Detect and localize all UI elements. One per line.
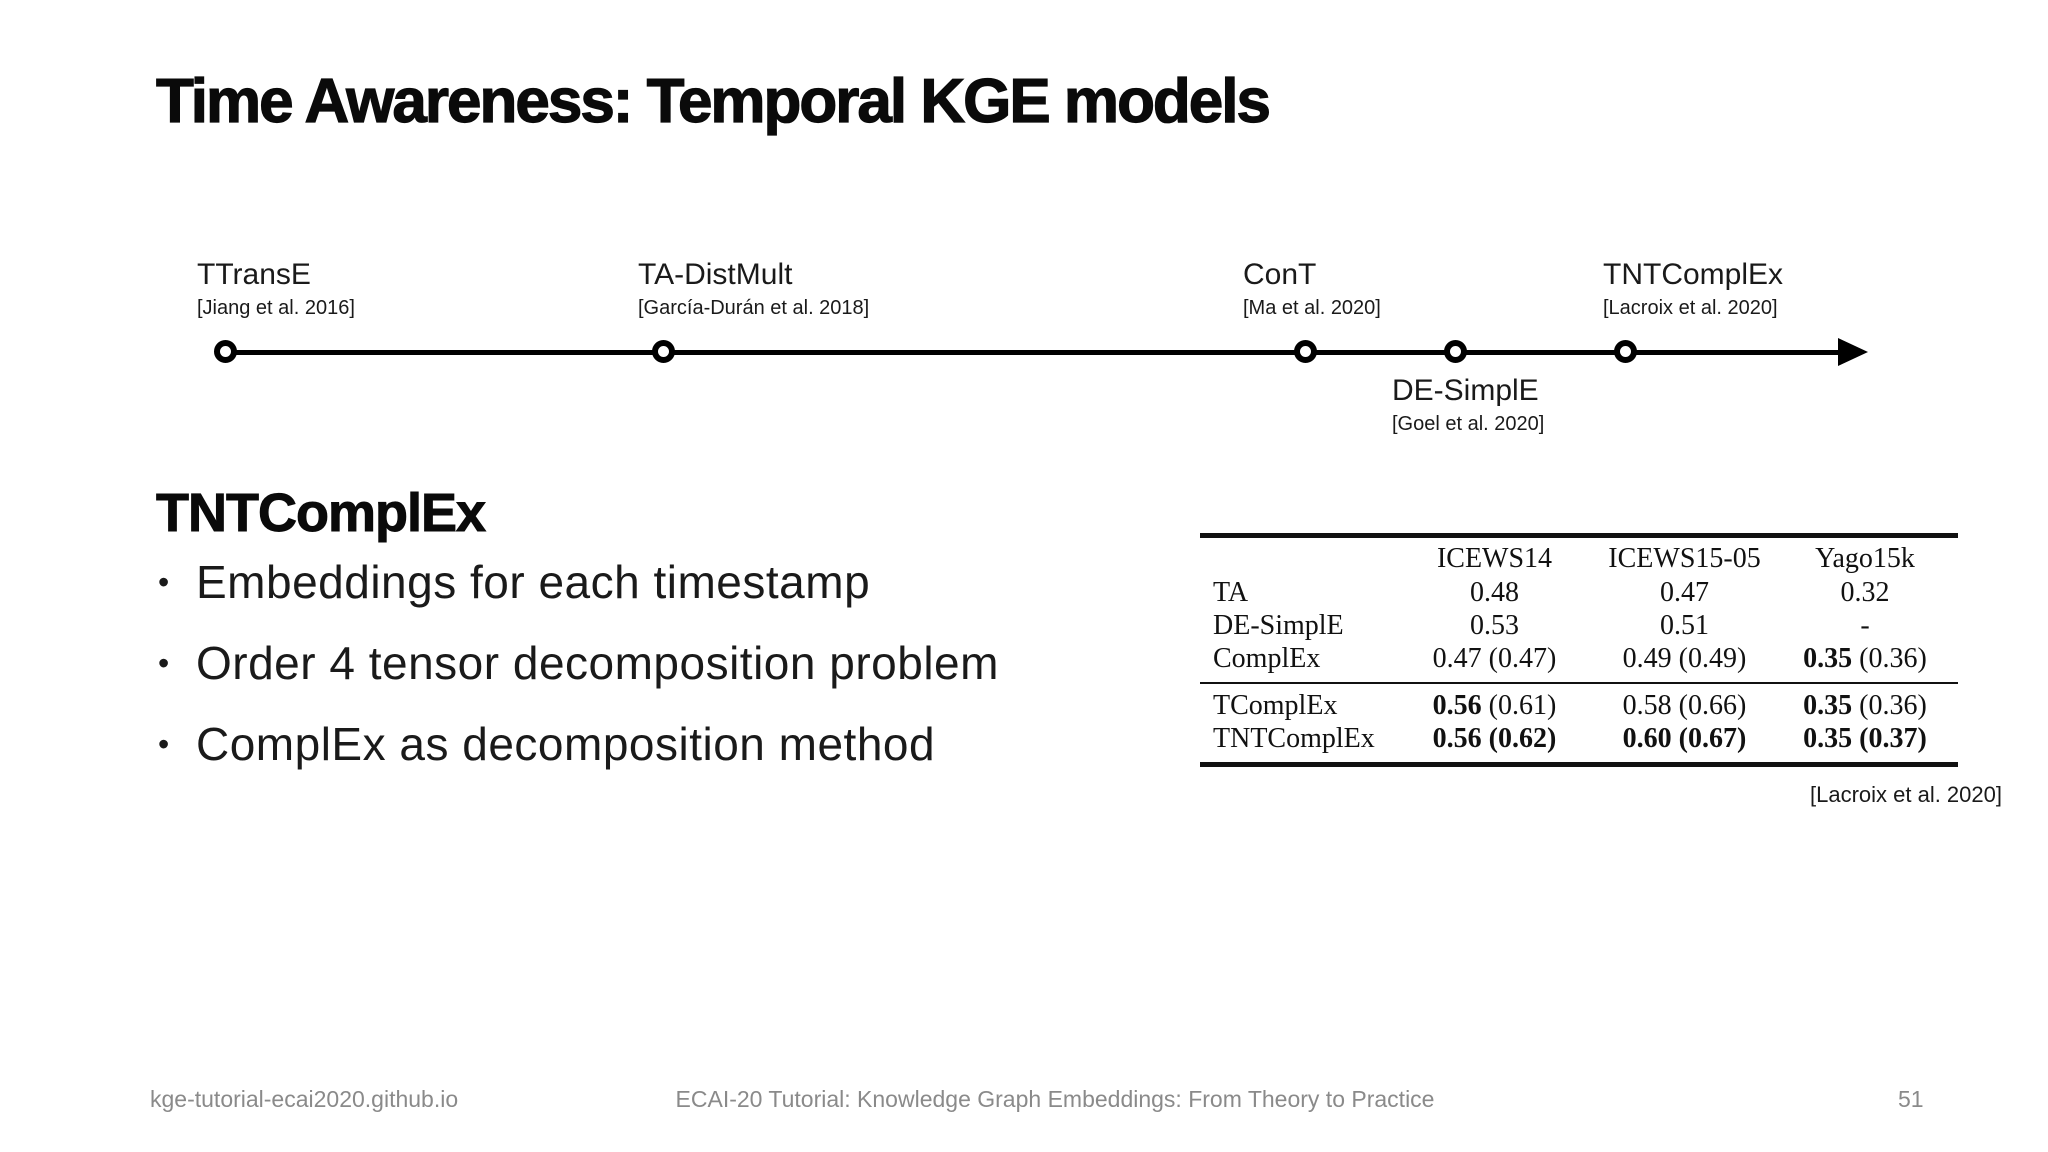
column-header: ICEWS14 xyxy=(1436,543,1553,574)
table-row: ComplEx 0.47 (0.47) 0.49 (0.49) 0.35 (0.36) xyxy=(1200,642,1958,683)
table-citation: [Lacroix et al. 2020] xyxy=(1809,782,2002,807)
model-citation: [Goel et al. 2020] xyxy=(1392,413,1545,435)
timeline-event-label: ConT [Ma et al. 2020] xyxy=(1243,258,1381,320)
metric-cell: - xyxy=(1860,610,1870,641)
row-label: TA xyxy=(1213,577,1249,608)
metric-cell: 0.35 (0.36) xyxy=(1803,690,1927,721)
row-label: DE-SimplE xyxy=(1213,610,1344,641)
model-name: TA-DistMult xyxy=(638,258,793,291)
table-row: TNTComplEx 0.56 (0.62) 0.60 (0.67) 0.35 (0.… xyxy=(1200,722,1958,765)
bullet-icon: • xyxy=(158,645,170,681)
metric-cell: 0.48 xyxy=(1470,577,1519,608)
row-label: TNTComplEx xyxy=(1213,723,1375,754)
model-name: TNTComplEx xyxy=(1603,258,1784,291)
page-title: Time Awareness: Temporal KGE models xyxy=(155,66,1271,136)
results-table: ICEWS14 ICEWS15-05 Yago15k TA 0.48 0.47 0.32 D… xyxy=(1200,533,1958,767)
timeline-node xyxy=(1293,340,1317,363)
model-citation: [Lacroix et al. 2020] xyxy=(1603,297,1778,319)
metric-cell: 0.32 xyxy=(1840,577,1890,608)
model-citation: [Jiang et al. 2016] xyxy=(197,297,355,319)
metric-cell: 0.47 xyxy=(1660,577,1709,608)
metric-cell: 0.49 (0.49) xyxy=(1622,643,1747,674)
list-item: • ComplEx as decomposition method xyxy=(158,718,1218,770)
arrow-right-icon xyxy=(1838,338,1868,366)
timeline-node xyxy=(1443,340,1467,363)
metric-cell: 0.51 xyxy=(1660,610,1709,641)
row-label: ComplEx xyxy=(1213,643,1321,674)
table-row: TA 0.48 0.47 0.32 xyxy=(1200,576,1958,609)
bullet-list: • Embeddings for each timestamp • Order 4 t… xyxy=(158,556,1218,799)
timeline-event-label: TA-DistMult [García-Durán et al. 2018] xyxy=(638,258,869,320)
metric-cell: 0.35 (0.36) xyxy=(1803,643,1927,674)
metric-cell: 0.60 (0.67) xyxy=(1622,723,1747,754)
bullet-icon: • xyxy=(158,564,170,600)
metric-cell: 0.53 xyxy=(1470,610,1519,641)
row-label: TComplEx xyxy=(1213,690,1338,721)
timeline-event-label: TTransE [Jiang et al. 2016] xyxy=(197,258,355,320)
metric-cell: 0.47 (0.47) xyxy=(1432,643,1557,674)
timeline-node xyxy=(1613,340,1637,363)
results-table-header: ICEWS14 ICEWS15-05 Yago15k xyxy=(1200,536,1958,577)
metric-cell: 0.58 (0.66) xyxy=(1622,690,1747,721)
metric-cell: 0.56 (0.62) xyxy=(1432,723,1557,754)
section-heading: TNTComplEx xyxy=(155,483,486,544)
timeline-event-label: DE-SimplE [Goel et al. 2020] xyxy=(1392,374,1544,436)
model-citation: [García-Durán et al. 2018] xyxy=(638,297,870,319)
table-row: TComplEx 0.56 (0.61) 0.58 (0.66) 0.35 (0.36… xyxy=(1200,683,1958,722)
model-citation: [Ma et al. 2020] xyxy=(1243,297,1381,319)
list-item: • Order 4 tensor decomposition problem xyxy=(158,637,1218,689)
footer-tutorial-title: ECAI-20 Tutorial: Knowledge Graph Embedd… xyxy=(675,1086,1435,1112)
column-header xyxy=(1200,536,1392,577)
metric-cell: 0.56 (0.61) xyxy=(1432,690,1557,721)
timeline-node xyxy=(651,340,675,363)
model-name: TTransE xyxy=(197,258,311,291)
bullet-icon: • xyxy=(158,726,170,762)
timeline-node xyxy=(213,340,237,363)
model-name: DE-SimplE xyxy=(1392,374,1539,407)
model-name: ConT xyxy=(1243,258,1317,291)
bullet-text: ComplEx as decomposition method xyxy=(196,718,936,770)
footer-site-url: kge-tutorial-ecai2020.github.io xyxy=(150,1086,459,1112)
timeline: TTransE [Jiang et al. 2016] TA-DistMult [Ga… xyxy=(0,0,2048,460)
timeline-event-label: TNTComplEx [Lacroix et al. 2020] xyxy=(1603,258,1783,320)
bullet-text: Embeddings for each timestamp xyxy=(196,556,871,608)
list-item: • Embeddings for each timestamp xyxy=(158,556,1218,608)
bullet-text: Order 4 tensor decomposition problem xyxy=(196,637,999,689)
column-header: ICEWS15-05 xyxy=(1608,543,1761,574)
metric-cell: 0.35 (0.37) xyxy=(1803,723,1927,754)
timeline-line xyxy=(225,350,1845,355)
column-header: Yago15k xyxy=(1815,543,1915,574)
footer-page-number: 51 xyxy=(1898,1086,1924,1112)
table-row: DE-SimplE 0.53 0.51 - xyxy=(1200,609,1958,642)
